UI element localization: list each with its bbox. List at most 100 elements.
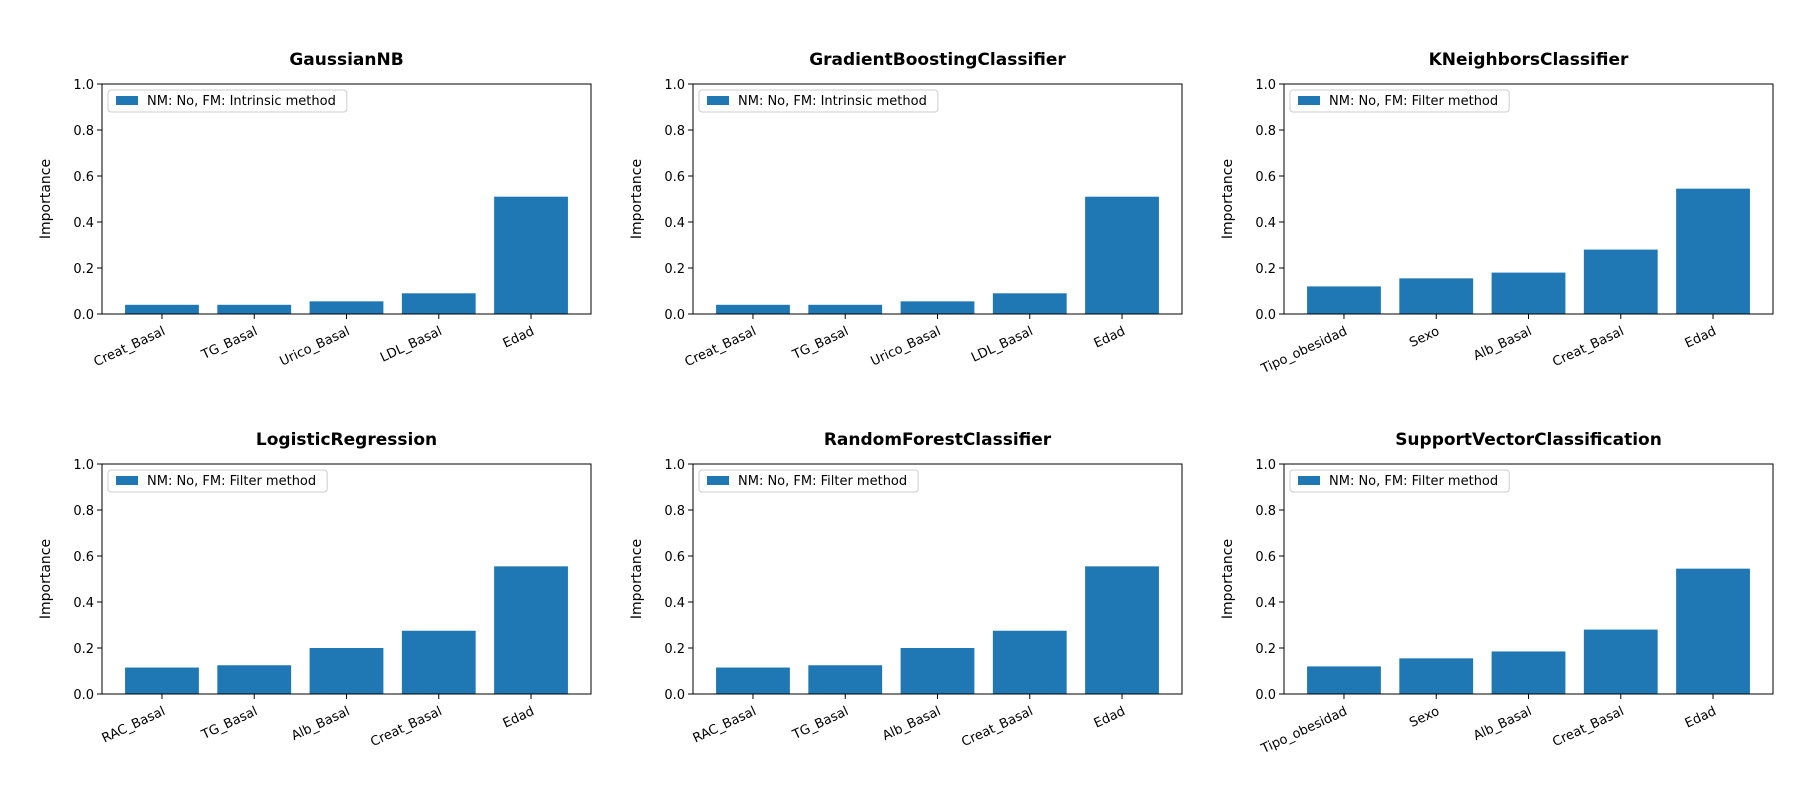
bar-RAC_Basal — [125, 667, 199, 694]
bar-Tipo_obesidad — [1307, 666, 1381, 694]
x-tick-label: Edad — [1092, 704, 1128, 731]
y-axis-label: Importance — [629, 159, 645, 239]
bar-Edad — [1676, 568, 1750, 694]
bar-TG_Basal — [217, 665, 292, 694]
y-tick-label: 0.6 — [664, 550, 685, 565]
x-tick-label: Edad — [501, 704, 537, 731]
subplot-5: RandomForestClassifier Importance RAC_Basa… — [629, 430, 1183, 750]
x-tick-label: Alb_Basal — [289, 704, 352, 744]
x-tick-label: RAC_Basal — [100, 704, 168, 746]
legend-swatch — [707, 476, 729, 485]
legend-box — [698, 89, 939, 113]
legend-label: NM: No, FM: Filter method — [1329, 94, 1498, 109]
legend: NM: No, FM: Intrinsic method — [107, 89, 348, 113]
legend-swatch — [707, 96, 729, 105]
y-tick-label: 0.0 — [1255, 688, 1276, 703]
bar-Edad — [494, 196, 568, 314]
bar-Alb_Basal — [1491, 651, 1566, 694]
subplot-4: LogisticRegression Importance RAC_Basal TG_… — [38, 430, 592, 750]
x-tick-label: RAC_Basal — [691, 704, 759, 746]
y-tick-label: 0.6 — [73, 550, 94, 565]
legend: NM: No, FM: Filter method — [1289, 469, 1510, 493]
subplot-title: RandomForestClassifier — [824, 430, 1052, 450]
y-tick-label: 0.4 — [664, 216, 685, 231]
y-tick-label: 0.0 — [664, 688, 685, 703]
y-tick-label: 0.4 — [73, 596, 94, 611]
bar-Alb_Basal — [900, 648, 975, 694]
x-tick-label: Tipo_obesidad — [1258, 324, 1349, 377]
subplot-title: KNeighborsClassifier — [1429, 50, 1629, 70]
axes-frame — [692, 83, 1183, 315]
legend: NM: No, FM: Filter method — [1289, 89, 1510, 113]
bar-Edad — [1676, 188, 1750, 314]
subplot-title: GradientBoostingClassifier — [809, 50, 1066, 70]
legend-label: NM: No, FM: Intrinsic method — [738, 94, 927, 109]
subplot-3: KNeighborsClassifier Importance Tipo_obesi… — [1220, 50, 1774, 377]
y-tick-label: 1.0 — [73, 458, 94, 473]
bar-TG_Basal — [808, 304, 883, 314]
legend-swatch — [116, 476, 138, 485]
y-tick-label: 0.2 — [664, 262, 685, 277]
x-tick-label: Alb_Basal — [1471, 324, 1534, 364]
bar-Creat_Basal — [401, 630, 476, 694]
bar-TG_Basal — [808, 665, 883, 694]
y-tick-label: 1.0 — [1255, 78, 1276, 93]
x-tick-label: Creat_Basal — [92, 324, 168, 370]
bar-Sexo — [1399, 658, 1474, 694]
legend-box — [107, 89, 348, 113]
axes-frame — [692, 463, 1183, 695]
x-tick-label: Edad — [1683, 704, 1719, 731]
x-tick-label: Sexo — [1407, 704, 1442, 731]
y-axis-label: Importance — [1220, 539, 1236, 619]
bar-Sexo — [1399, 278, 1474, 314]
subplot-title: SupportVectorClassification — [1395, 430, 1662, 450]
legend-label: NM: No, FM: Filter method — [1329, 474, 1498, 489]
legend-box — [107, 469, 328, 493]
y-tick-label: 0.2 — [1255, 642, 1276, 657]
axes-frame — [1283, 463, 1774, 695]
bar-LDL_Basal — [992, 293, 1067, 314]
bar-Edad — [1085, 196, 1159, 314]
x-tick-label: Creat_Basal — [683, 324, 759, 370]
legend: NM: No, FM: Intrinsic method — [698, 89, 939, 113]
y-tick-label: 0.0 — [664, 308, 685, 323]
y-tick-label: 0.4 — [1255, 216, 1276, 231]
y-axis-label: Importance — [38, 159, 54, 239]
y-axis-label: Importance — [629, 539, 645, 619]
bar-Creat_Basal — [1583, 629, 1658, 694]
bar-Creat_Basal — [992, 630, 1067, 694]
y-axis-label: Importance — [38, 539, 54, 619]
y-tick-label: 0.8 — [73, 124, 94, 139]
legend-swatch — [116, 96, 138, 105]
axes-frame — [101, 83, 592, 315]
bar-Urico_Basal — [900, 301, 975, 314]
x-tick-label: LDL_Basal — [378, 324, 444, 366]
subplot-1: GaussianNB Importance Creat_Basal TG_Basal U… — [38, 50, 592, 370]
subplot-6: SupportVectorClassification Importance Tip… — [1220, 430, 1774, 757]
bar-Creat_Basal — [125, 304, 199, 314]
y-tick-label: 0.2 — [73, 262, 94, 277]
x-tick-label: Urico_Basal — [869, 324, 944, 369]
x-tick-label: TG_Basal — [790, 704, 851, 743]
bar-TG_Basal — [217, 304, 292, 314]
x-tick-label: Urico_Basal — [278, 324, 353, 369]
y-tick-label: 0.2 — [664, 642, 685, 657]
x-tick-label: Creat_Basal — [368, 704, 444, 750]
bar-RAC_Basal — [716, 667, 790, 694]
legend: NM: No, FM: Filter method — [698, 469, 919, 493]
subplot-title: LogisticRegression — [256, 430, 437, 450]
y-tick-label: 0.0 — [73, 688, 94, 703]
y-tick-label: 0.6 — [664, 170, 685, 185]
x-tick-label: TG_Basal — [199, 324, 260, 363]
y-tick-label: 0.0 — [1255, 308, 1276, 323]
x-tick-label: Alb_Basal — [880, 704, 943, 744]
y-tick-label: 1.0 — [664, 78, 685, 93]
y-tick-label: 0.4 — [73, 216, 94, 231]
x-tick-label: Sexo — [1407, 324, 1442, 351]
x-tick-label: Tipo_obesidad — [1258, 704, 1349, 757]
y-tick-label: 0.4 — [1255, 596, 1276, 611]
y-tick-label: 0.6 — [1255, 170, 1276, 185]
legend-swatch — [1298, 96, 1320, 105]
y-tick-label: 1.0 — [73, 78, 94, 93]
